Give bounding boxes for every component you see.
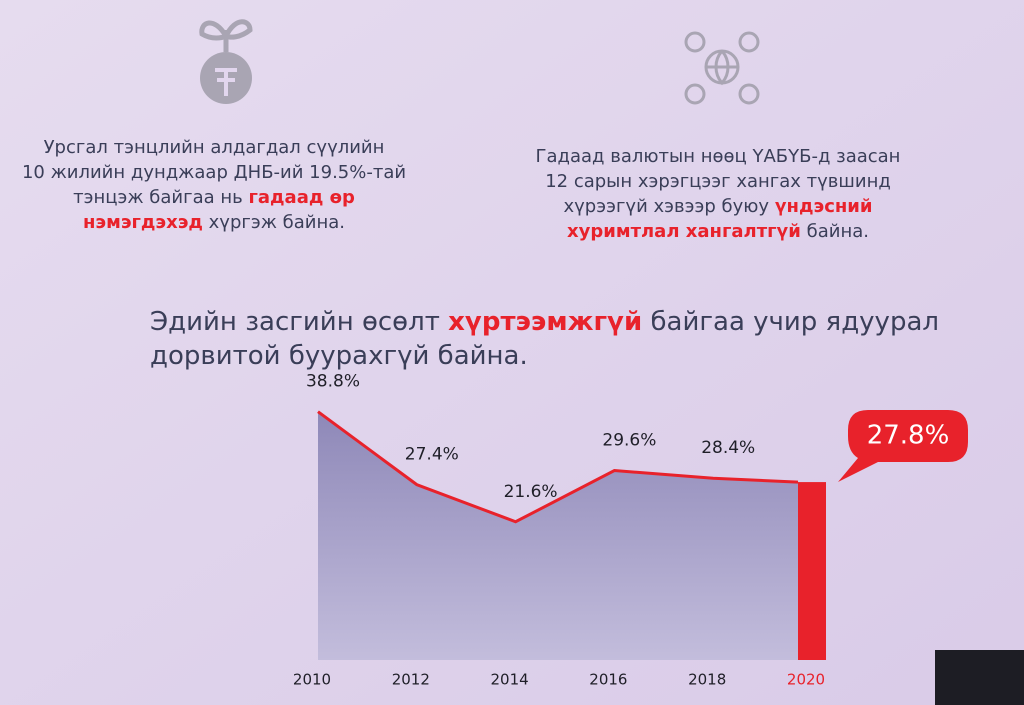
chart: 27.8% 38.8% 27.4% 21.6% 29.6% 28.4% 2010 2012 20… <box>293 372 968 689</box>
left-text-line: нэмэгдэхэд хүргэж байна. <box>83 212 345 233</box>
text-run: хүрээгүй хэвээр буюу <box>563 196 774 217</box>
x-tick-label: 2020 <box>787 671 825 689</box>
right-text-line: хуримтлал хангалтгүй байна. <box>567 221 869 242</box>
text-run: 10 жилийн дунджаар ДНБ-ий 19.5%-тай <box>22 162 406 183</box>
emphasis-text: хуримтлал хангалтгүй <box>567 221 801 242</box>
headline-line: Эдийн засгийн өсөлт хүртээмжгүй байгаа у… <box>150 307 939 337</box>
callout-label: 27.8% <box>867 421 950 451</box>
x-tick-label: 2012 <box>392 671 430 689</box>
value-label: 21.6% <box>504 482 558 502</box>
value-label: 38.8% <box>306 372 360 392</box>
right-text-line: Гадаад валютын нөөц ҮАБҮБ-д заасан <box>536 146 901 167</box>
emphasis-text: үндэсний <box>775 196 873 217</box>
left-text-line: Урсгал тэнцлийн алдагдал сүүлийн <box>44 137 385 158</box>
x-tick-label: 2018 <box>688 671 726 689</box>
corner-object <box>935 650 1024 705</box>
text-run: Эдийн засгийн өсөлт <box>150 307 448 337</box>
text-run: Гадаад валютын нөөц ҮАБҮБ-д заасан <box>536 146 901 167</box>
value-label: 28.4% <box>701 438 755 458</box>
text-run: байна. <box>801 221 869 242</box>
area <box>318 411 798 660</box>
x-tick-label: 2014 <box>491 671 529 689</box>
text-run: Урсгал тэнцлийн алдагдал сүүлийн <box>44 137 385 158</box>
right-text-line: хүрээгүй хэвээр буюу үндэсний <box>563 196 872 217</box>
left-text-line: тэнцэж байгаа нь гадаад өр <box>73 187 355 208</box>
value-label: 27.4% <box>405 445 459 465</box>
text-run: дорвитой буурахгүй байна. <box>150 341 528 371</box>
left-text-line: 10 жилийн дунджаар ДНБ-ий 19.5%-тай <box>22 162 406 183</box>
highlight-bar <box>798 482 826 660</box>
callout-bubble <box>838 410 968 482</box>
right-text-line: 12 сарын хэрэгцээг хангах түвшинд <box>545 171 891 192</box>
value-label: 29.6% <box>602 431 656 451</box>
emphasis-text: нэмэгдэхэд <box>83 212 203 233</box>
text-run: тэнцэж байгаа нь <box>73 187 248 208</box>
coin-plant-icon <box>199 19 253 104</box>
text-run: байгаа учир ядуурал <box>642 307 939 337</box>
x-tick-label: 2010 <box>293 671 331 689</box>
headline-line: дорвитой буурахгүй байна. <box>150 341 528 371</box>
x-tick-label: 2016 <box>589 671 627 689</box>
currency-icon <box>684 31 760 105</box>
text-run: хүргэж байна. <box>203 212 345 233</box>
emphasis-text: гадаад өр <box>248 187 355 208</box>
emphasis-text: хүртээмжгүй <box>448 307 642 337</box>
text-run: 12 сарын хэрэгцээг хангах түвшинд <box>545 171 891 192</box>
line <box>317 410 799 524</box>
